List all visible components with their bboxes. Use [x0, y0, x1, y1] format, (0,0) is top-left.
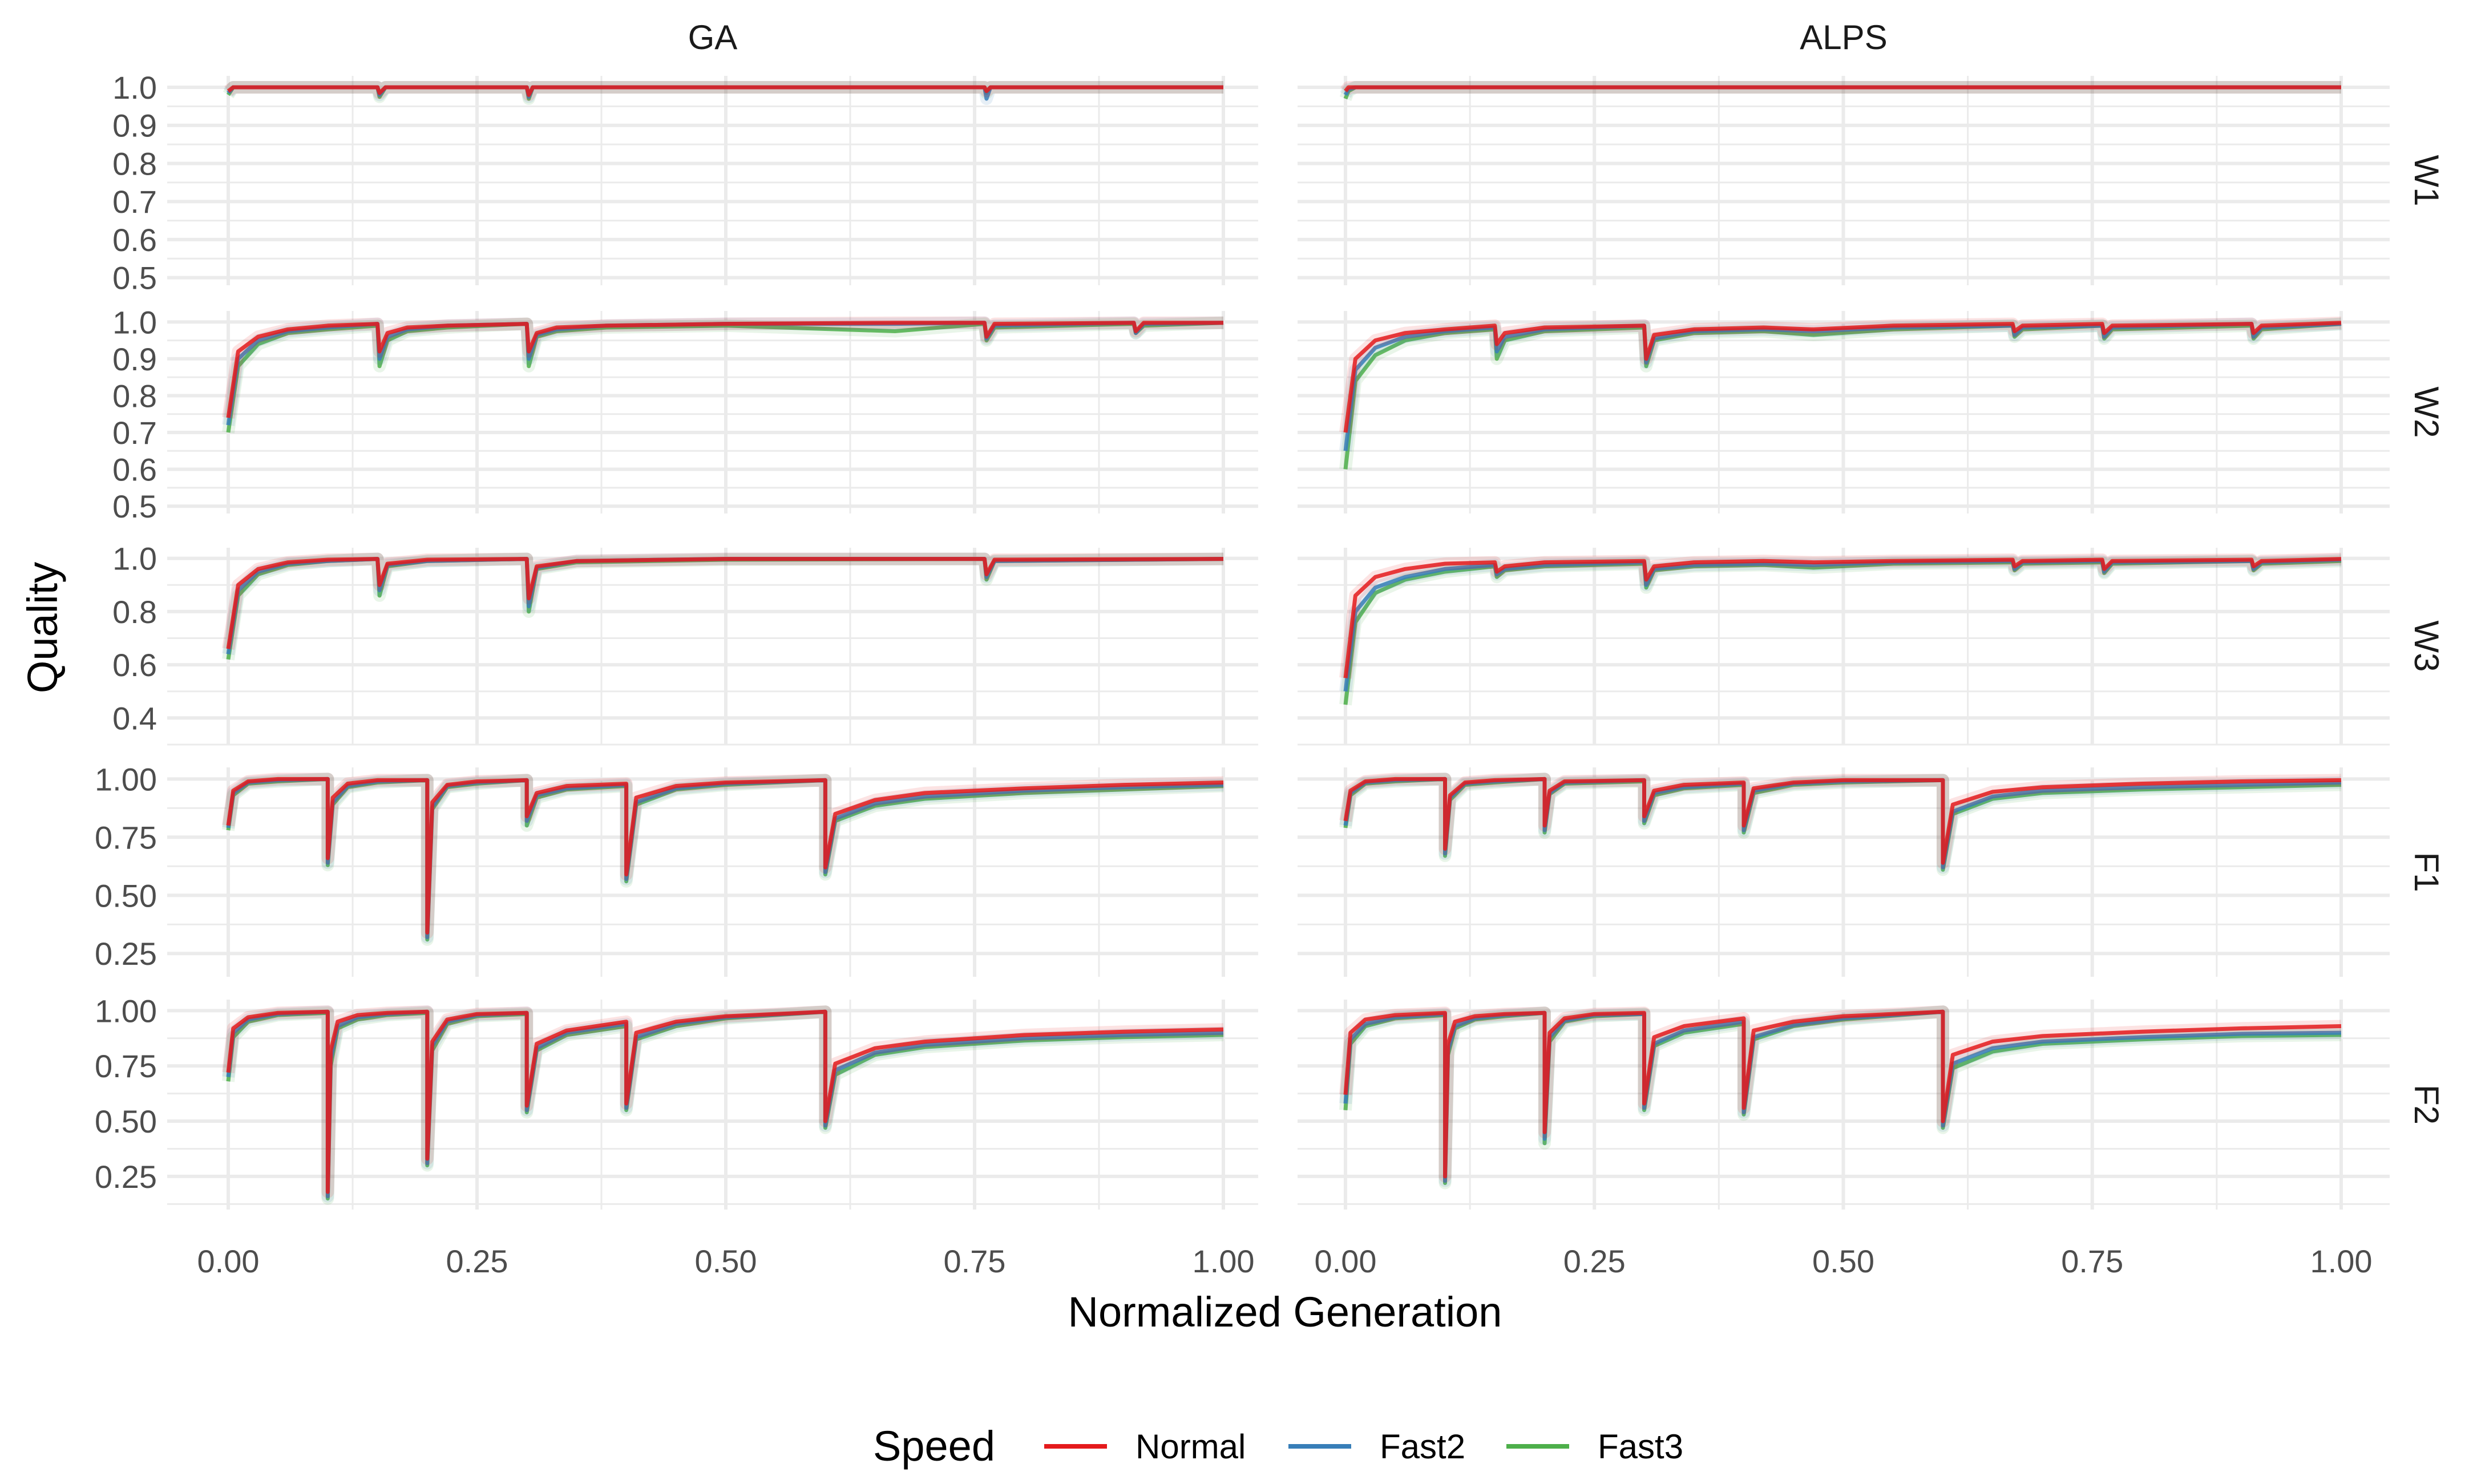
- y-axis-title: Quality: [19, 562, 66, 693]
- x-axis-title: Normalized Generation: [1068, 1288, 1502, 1336]
- legend-title: Speed: [873, 1422, 995, 1470]
- legend: Speed Normal Fast2 Fast3: [873, 1422, 1683, 1470]
- y-tick-label: 0.6: [112, 647, 157, 683]
- y-tick-label: 0.5: [112, 488, 157, 524]
- series-line-normal: [226, 1009, 1224, 1194]
- series-line-normal: [226, 557, 1224, 649]
- y-tick-label: 1.00: [95, 993, 157, 1029]
- panel-ga-w1: [223, 81, 1223, 105]
- x-tick-label: 0.00: [197, 1243, 260, 1279]
- panel-alps-w2: [1339, 316, 2342, 470]
- x-tick-label: 1.00: [2310, 1243, 2373, 1279]
- y-tick-label: 0.6: [112, 222, 157, 258]
- series-line-normal: [1344, 85, 2341, 92]
- panel-alps-f1: [1339, 773, 2342, 876]
- panel-ga-w3: [222, 552, 1224, 661]
- series-line-normal: [226, 321, 1223, 418]
- series-line-normal: [1343, 777, 2342, 865]
- x-tick-label: 0.50: [1812, 1243, 1874, 1279]
- y-tick-label: 0.4: [112, 700, 157, 736]
- y-tick-label: 1.0: [112, 304, 157, 340]
- y-tick-label: 0.8: [112, 594, 157, 630]
- y-tick-label: 0.25: [95, 936, 157, 972]
- x-tick-label: 0.25: [1563, 1243, 1626, 1279]
- y-tick-label: 1.0: [112, 541, 157, 577]
- y-tick-label: 0.50: [95, 878, 157, 913]
- row-strip-label: W2: [2407, 387, 2446, 438]
- y-tick-label: 0.7: [112, 415, 157, 451]
- x-tick-label: 0.50: [695, 1243, 757, 1279]
- y-tick-label: 0.50: [95, 1103, 157, 1139]
- x-tick-label: 0.75: [2061, 1243, 2123, 1279]
- y-tick-label: 0.7: [112, 184, 157, 220]
- y-tick-label: 0.9: [112, 108, 157, 144]
- y-tick-label: 0.6: [112, 452, 157, 488]
- panel-alps-f2: [1339, 1005, 2342, 1190]
- legend-label-normal: Normal: [1135, 1428, 1246, 1466]
- x-tick-label: 0.00: [1315, 1243, 1377, 1279]
- y-tick-label: 1.0: [112, 70, 157, 106]
- series-line-normal: [1343, 557, 2342, 678]
- column-strip-label: GA: [688, 18, 738, 56]
- grid-layer: [167, 76, 2390, 1210]
- legend-label-fast2: Fast2: [1380, 1428, 1465, 1466]
- row-strip-label: W1: [2407, 155, 2446, 207]
- y-tick-label: 0.25: [95, 1159, 157, 1195]
- y-tick-label: 0.8: [112, 378, 157, 414]
- series-line-normal: [1343, 1009, 2342, 1179]
- x-tick-label: 0.25: [446, 1243, 508, 1279]
- row-strip-label: F1: [2407, 852, 2446, 892]
- series-line-normal: [1343, 321, 2342, 433]
- series-line-normal: [227, 85, 1223, 97]
- panel-alps-w1: [1339, 81, 2341, 102]
- y-tick-label: 0.8: [112, 145, 157, 181]
- panel-ga-w2: [222, 316, 1224, 434]
- panel-ga-f2: [222, 1005, 1224, 1205]
- series-line-normal: [226, 777, 1224, 935]
- column-strip-label: ALPS: [1800, 18, 1887, 56]
- panel-ga-f1: [222, 773, 1224, 946]
- y-tick-label: 0.9: [112, 341, 157, 377]
- y-tick-label: 0.75: [95, 1048, 157, 1084]
- x-tick-label: 0.75: [944, 1243, 1006, 1279]
- panel-alps-w3: [1339, 552, 2342, 706]
- y-tick-label: 1.00: [95, 761, 157, 797]
- y-tick-label: 0.5: [112, 260, 157, 296]
- x-tick-label: 1.00: [1193, 1243, 1255, 1279]
- y-tick-label: 0.75: [95, 819, 157, 855]
- legend-label-fast3: Fast3: [1598, 1428, 1683, 1466]
- row-strip-label: W3: [2407, 621, 2446, 672]
- row-strip-label: F2: [2407, 1085, 2446, 1125]
